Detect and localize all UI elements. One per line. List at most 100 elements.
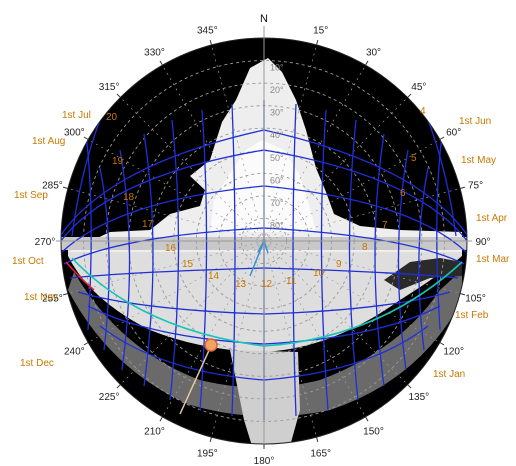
visible-sky-south (230, 350, 300, 444)
hour-line-11 (292, 103, 297, 417)
date-labels: 1st Jun 1st May 1st Apr 1st Mar 1st Feb … (12, 110, 510, 380)
azimuth-label: 270° (35, 237, 56, 248)
azimuth-label: 195° (197, 449, 218, 460)
hour-label-11: 11 (286, 276, 297, 287)
hour-label-10: 10 (313, 268, 325, 279)
date-label-dec: 1st Dec (20, 358, 54, 369)
altitude-label: 30° (270, 108, 284, 118)
hour-label-9: 9 (336, 259, 342, 270)
hour-line-6 (418, 167, 429, 351)
hour-label-6: 6 (400, 188, 406, 199)
azimuth-spoke (88, 240, 265, 343)
altitude-label: 20° (270, 85, 284, 95)
azimuth-tick (407, 93, 412, 98)
sun-marker-shadow (179, 345, 212, 415)
azimuth-spoke (162, 240, 265, 417)
azimuth-label: 315° (99, 82, 120, 93)
azimuth-tick (365, 60, 369, 66)
hour-line-13 (231, 103, 236, 417)
sun-marker-icon (204, 338, 218, 352)
date-label-aug: 1st Aug (32, 136, 65, 147)
azimuth-spoke (263, 44, 317, 242)
azimuth-spoke (67, 188, 265, 242)
hour-labels: 4 5 6 7 8 9 10 11 12 13 14 15 16 17 18 1… (106, 106, 426, 290)
hour-label-13: 13 (235, 279, 247, 290)
sun-vector-arrowhead (257, 240, 269, 254)
hour-label-14: 14 (208, 271, 220, 282)
hour-line-8 (374, 133, 385, 387)
azimuth-label: 15° (313, 25, 328, 36)
azimuth-tick (316, 39, 319, 46)
azimuth-tick (116, 384, 121, 389)
azimuth-label: 60° (446, 128, 461, 139)
azimuth-label: 255° (42, 294, 63, 305)
azimuth-tick (209, 436, 212, 443)
azimuth-label: 45° (411, 82, 426, 93)
azimuth-label: 165° (310, 449, 331, 460)
altitude-label: 10° (270, 63, 284, 73)
azimuth-tick (407, 384, 412, 389)
azimuth-label: 150° (363, 427, 384, 438)
azimuth-spoke (263, 240, 440, 343)
hour-label-12: 12 (261, 279, 273, 290)
altitude-label: 80° (270, 220, 284, 230)
azimuth-tick (459, 186, 466, 189)
hour-line-10 (320, 109, 329, 411)
azimuth-spoke (263, 240, 317, 438)
azimuth-spoke (263, 139, 440, 242)
date-label-jan: 1st Jan (433, 369, 465, 380)
hour-line-18 (99, 167, 110, 351)
hour-line-9 (348, 119, 359, 401)
azimuth-label: 330° (144, 47, 165, 58)
azimuth-labels: 15° 30° 45° 60° 75° 90° 105° 120° 135° 150° 165° 18… (35, 25, 491, 466)
azimuth-tick (62, 186, 69, 189)
azimuth-spoke (263, 240, 408, 385)
azimuth-tick (116, 93, 121, 98)
azimuth-spoke (120, 97, 265, 242)
altitude-label: 60° (270, 175, 284, 185)
hour-label-16: 16 (165, 243, 177, 254)
azimuth-tick (83, 136, 89, 140)
north-label: N (260, 13, 268, 25)
date-label-oct: 1st Oct (12, 256, 44, 267)
azimuth-label: 180° (254, 456, 275, 466)
azimuth-spoke (263, 240, 366, 417)
azimuth-tick (209, 39, 212, 46)
azimuth-spoke (263, 97, 408, 242)
azimuth-spoke (88, 139, 265, 242)
altitude-label: 70° (270, 198, 284, 208)
azimuth-spoke (263, 188, 461, 242)
azimuth-label: 30° (366, 47, 381, 58)
hour-line-15 (169, 119, 180, 401)
hour-label-4: 4 (420, 106, 426, 117)
hour-line-16 (143, 133, 154, 387)
azimuth-label: 225° (99, 392, 120, 403)
hour-label-18: 18 (123, 192, 135, 203)
azimuth-tick (459, 293, 466, 296)
hour-line-14 (199, 109, 208, 411)
azimuth-label: 75° (468, 180, 483, 191)
date-label-jun: 1st Jun (459, 116, 491, 127)
altitude-label: 40° (270, 130, 284, 140)
azimuth-spoke (211, 240, 265, 438)
azimuth-label: 135° (409, 392, 430, 403)
date-label-may: 1st May (461, 155, 496, 166)
date-label-feb: 1st Feb (455, 310, 489, 321)
azimuth-spoke (120, 240, 265, 385)
hour-label-19: 19 (112, 156, 124, 167)
hour-line-7 (397, 149, 409, 371)
highlight-segment (65, 261, 95, 291)
azimuth-tick (316, 436, 319, 443)
azimuth-tick (439, 136, 445, 140)
azimuth-tick (365, 416, 369, 422)
azimuth-spoke (263, 65, 366, 242)
hour-line-17 (119, 149, 131, 371)
visible-sky-lower-outer (68, 270, 462, 417)
date-label-nov: 1st Nov (24, 292, 58, 303)
azimuth-label: 210° (144, 427, 165, 438)
azimuth-label: 285° (42, 180, 63, 191)
hour-label-7: 7 (382, 220, 388, 231)
azimuth-tick (159, 60, 163, 66)
visible-sky-lower (68, 250, 462, 352)
